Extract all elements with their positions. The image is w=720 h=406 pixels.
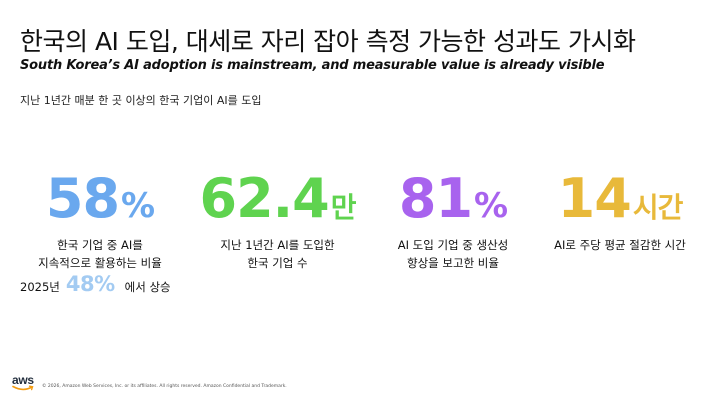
stat-number: 14 [557, 167, 632, 230]
stat-unit: 시간 [632, 191, 684, 224]
aws-smile-icon [12, 385, 34, 391]
stat-productivity-gain: 81% AI 도입 기업 중 생산성 향상을 보고한 비율 [378, 172, 528, 272]
stat-description: 한국 기업 중 AI를 지속적으로 활용하는 비율 [30, 236, 170, 272]
comparison-value: 48% [65, 272, 115, 296]
legal-notice: © 2026, Amazon Web Services, Inc. or its… [42, 383, 287, 389]
caption: 지난 1년간 매분 한 곳 이상의 한국 기업이 AI를 도입 [20, 94, 262, 107]
stat-description-line: 향상을 보고한 비율 [407, 256, 499, 270]
stat-unit: % [474, 186, 508, 226]
stat-number: 58 [45, 167, 120, 230]
stat-description-line: AI 도입 기업 중 생산성 [397, 238, 509, 252]
stat-value: 14시간 [540, 172, 700, 226]
page-subtitle: South Korea’s AI adoption is mainstream,… [20, 58, 605, 73]
stat-companies-adopted: 62.4만 지난 1년간 AI를 도입한 한국 기업 수 [190, 172, 365, 272]
stat-value: 81% [378, 172, 528, 226]
stat-description: AI로 주당 평균 절감한 시간 [540, 236, 700, 254]
stat-hours-saved: 14시간 AI로 주당 평균 절감한 시간 [540, 172, 700, 254]
stat-description-line: 한국 기업 수 [247, 256, 308, 270]
stat-ai-usage-rate: 58% 한국 기업 중 AI를 지속적으로 활용하는 비율 [30, 172, 170, 272]
aws-logo-text: aws [12, 373, 34, 387]
stat-description-line: AI로 주당 평균 절감한 시간 [554, 238, 686, 252]
stat-description: 지난 1년간 AI를 도입한 한국 기업 수 [190, 236, 365, 272]
page-title: 한국의 AI 도입, 대세로 자리 잡아 측정 가능한 성과도 가시화 [20, 27, 636, 56]
stat-description-line: 한국 기업 중 AI를 [57, 238, 143, 252]
footer: aws © 2026, Amazon Web Services, Inc. or… [12, 374, 287, 392]
comparison-suffix: 에서 상승 [124, 280, 171, 294]
stat-value: 62.4만 [190, 172, 365, 226]
stat-number: 62.4 [199, 167, 330, 230]
stat-unit: % [121, 186, 155, 226]
aws-logo: aws [12, 374, 34, 392]
comparison-note: 2025년 48% 에서 상승 [20, 272, 171, 296]
stat-description-line: 지속적으로 활용하는 비율 [38, 256, 162, 270]
comparison-year: 2025년 [20, 280, 60, 294]
stat-value: 58% [30, 172, 170, 226]
stat-number: 81 [398, 167, 473, 230]
stat-unit: 만 [330, 191, 357, 224]
stat-description-line: 지난 1년간 AI를 도입한 [220, 238, 335, 252]
stat-description: AI 도입 기업 중 생산성 향상을 보고한 비율 [378, 236, 528, 272]
